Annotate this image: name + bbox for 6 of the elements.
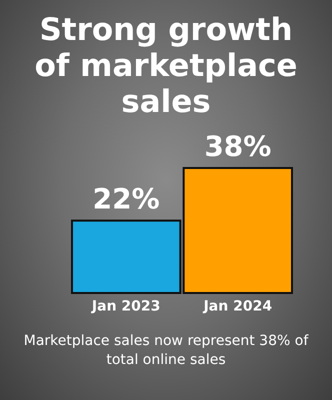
x-tick-label: Jan 2023 xyxy=(90,298,160,314)
x-tick-label: Jan 2024 xyxy=(202,298,272,314)
data-label: 38% xyxy=(204,130,272,163)
text: Marketplace sales now represent 38% of total online sales xyxy=(22,332,310,370)
chart-title: Strong growth of marketplace sales xyxy=(34,11,298,122)
data-label: 22% xyxy=(92,182,160,216)
